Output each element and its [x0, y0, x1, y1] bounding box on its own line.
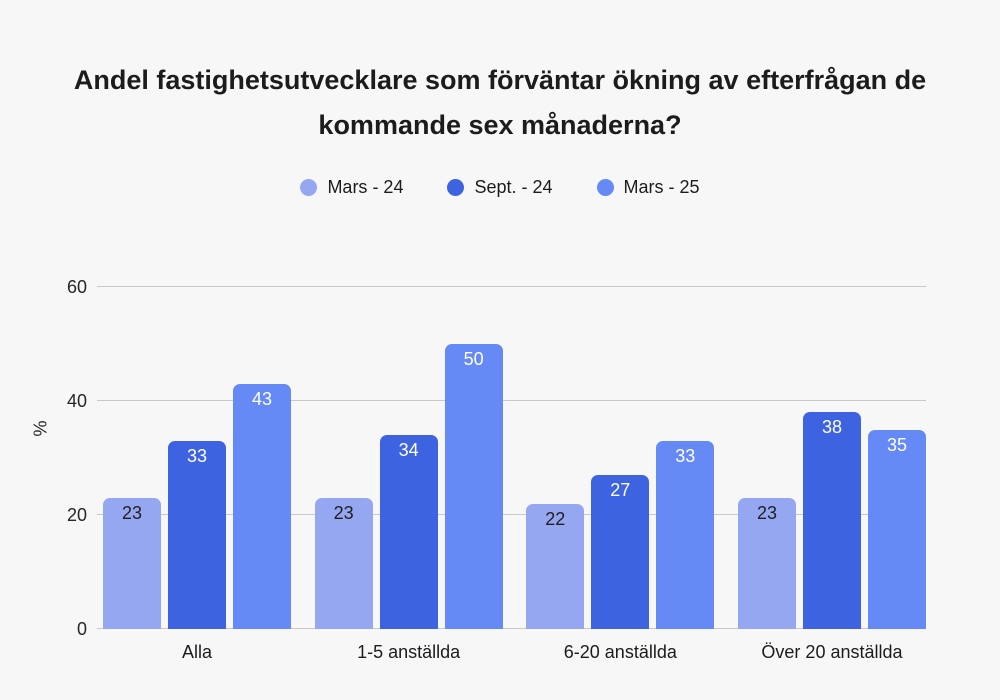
- legend-item-sept-24[interactable]: Sept. - 24: [447, 177, 553, 198]
- y-tick-label-0: 0: [76, 619, 87, 639]
- bar-value-label: 35: [886, 434, 907, 455]
- legend-swatch-icon: [447, 179, 465, 196]
- bar-group-alla: 23 33 43 Alla: [103, 287, 291, 662]
- bar-mars-24-ver-20-anst-llda[interactable]: 23: [737, 497, 796, 629]
- gridline-20: [97, 514, 926, 515]
- gridline-60: [97, 286, 926, 287]
- legend: Mars - 24 Sept. - 24 Mars - 25: [0, 177, 1000, 198]
- bar-group-6-20-anst-llda: 22 27 33 6-20 anställda: [526, 287, 715, 662]
- legend-item-mars-24[interactable]: Mars - 24: [300, 177, 403, 198]
- bar-value-label: 23: [756, 502, 777, 523]
- bar-value-label: 27: [610, 480, 631, 501]
- bar-sept-24-ver-20-anst-llda[interactable]: 38: [802, 412, 861, 629]
- y-axis-label: %: [30, 420, 51, 437]
- bar-value-label: 23: [121, 502, 143, 523]
- y-tick-label-20: 20: [66, 505, 87, 525]
- chart-title-line-2: kommande sex månaderna?: [318, 110, 682, 140]
- legend-swatch-icon: [596, 179, 614, 196]
- plot-area: 0 20 40 60 23 33 43 Alla 23 34 50 1-5 anställda 22 27…: [67, 278, 926, 662]
- legend-item-mars-25[interactable]: Mars - 25: [596, 177, 700, 198]
- bar-mars-25-alla[interactable]: 43: [233, 383, 291, 629]
- bar-value-label: 22: [545, 508, 566, 529]
- y-tick-label-40: 40: [66, 391, 87, 411]
- bar-mars-25-6-20-anst-llda[interactable]: 33: [656, 440, 715, 629]
- bar-value-label: 38: [821, 417, 842, 438]
- legend-label: Mars - 25: [623, 177, 700, 197]
- chart-title-line-1: Andel fastighetsutvecklare som förväntar…: [73, 65, 927, 95]
- bar-sept-24-1-5-anst-llda[interactable]: 34: [379, 435, 438, 629]
- category-label-1-5-anst-llda: 1-5 anställda: [357, 642, 461, 662]
- chart-title: Andel fastighetsutvecklare som förväntar…: [0, 58, 1000, 148]
- bar-mars-25-1-5-anst-llda[interactable]: 50: [444, 344, 503, 629]
- bar-group-ver-20-anst-llda: 23 38 35 Över 20 anställda: [737, 287, 926, 662]
- bar-groups: 23 33 43 Alla 23 34 50 1-5 anställda 22 27 33 6-20 …: [97, 287, 926, 662]
- bar-sept-24-alla[interactable]: 33: [168, 440, 226, 629]
- bar-mars-24-6-20-anst-llda[interactable]: 22: [526, 503, 585, 629]
- gridline-0: [97, 628, 926, 629]
- category-label-alla: Alla: [181, 642, 213, 662]
- category-label-6-20-anst-llda: 6-20 anställda: [563, 642, 677, 662]
- bar-mars-24-1-5-anst-llda[interactable]: 23: [314, 497, 373, 629]
- bar-sept-24-6-20-anst-llda[interactable]: 27: [591, 475, 650, 629]
- bar-value-label: 23: [333, 502, 354, 523]
- legend-swatch-icon: [300, 179, 318, 196]
- bar-mars-24-alla[interactable]: 23: [103, 497, 161, 629]
- bar-value-label: 33: [675, 445, 696, 466]
- bar-value-label: 34: [398, 440, 419, 461]
- bar-group-1-5-anst-llda: 23 34 50 1-5 anställda: [314, 287, 503, 662]
- legend-label: Mars - 24: [327, 177, 404, 197]
- category-label-ver-20-anst-llda: Över 20 anställda: [761, 642, 903, 662]
- bar-value-label: 43: [251, 388, 273, 409]
- y-tick-label-60: 60: [66, 277, 87, 297]
- legend-label: Sept. - 24: [474, 177, 553, 197]
- bar-value-label: 50: [463, 349, 484, 369]
- gridline-40: [97, 400, 926, 401]
- bar-value-label: 33: [186, 445, 208, 466]
- bar-mars-25-ver-20-anst-llda[interactable]: 35: [867, 429, 926, 629]
